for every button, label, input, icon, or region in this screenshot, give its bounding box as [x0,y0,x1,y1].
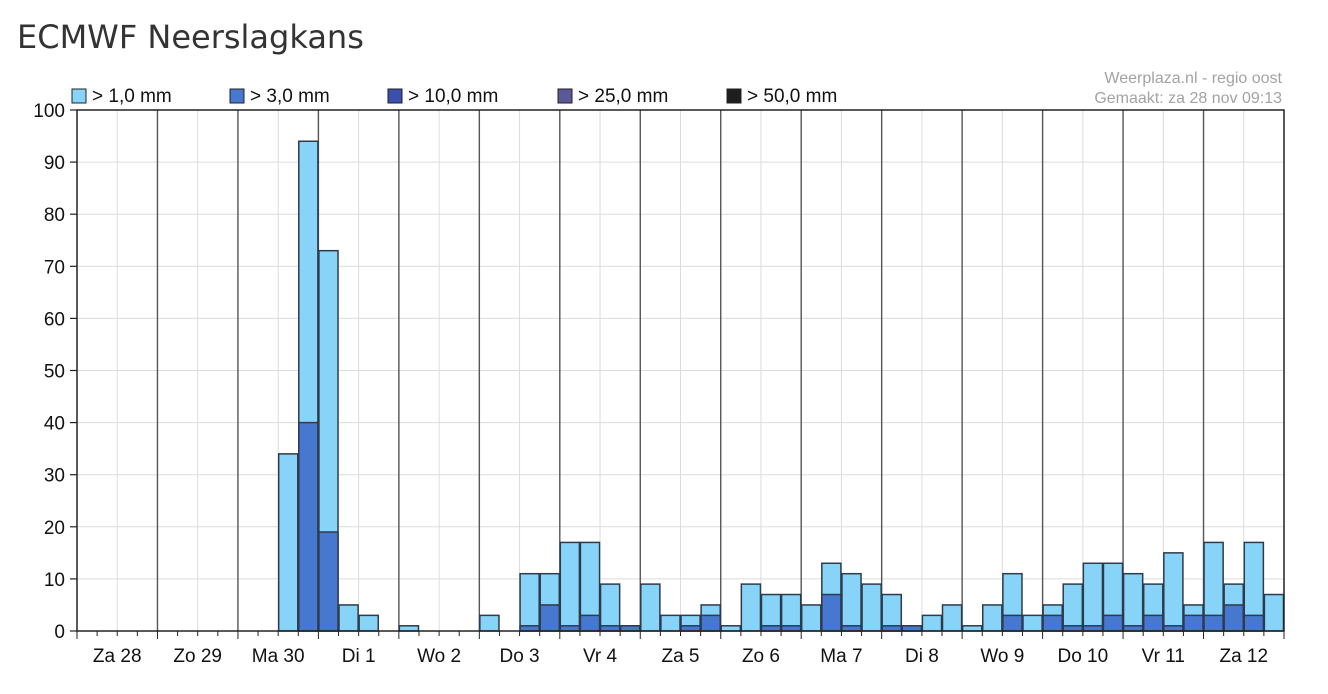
bar-2-40 [881,625,903,632]
x-day-label: Ma 30 [252,646,305,667]
bar-1-44 [961,625,983,632]
x-day-label: Vr 11 [1142,646,1185,667]
bar-1-16 [398,625,420,632]
bar-1-36 [800,604,822,632]
bar-1-33 [740,583,762,632]
y-tick-label: 40 [44,414,65,435]
bar-1-38 [841,572,862,632]
bar-2-54 [1163,625,1184,632]
bar-2-24 [559,625,581,632]
bar-1-54 [1163,552,1184,632]
bar-2-56 [1203,614,1224,632]
bar-2-58 [1243,614,1265,632]
bar-1-24 [559,541,581,632]
legend: > 1,0 mm > 3,0 mm > 10,0 mm > 25,0 mm > 50,0… [71,86,837,107]
bar-1-50 [1082,562,1104,632]
y-tick-label: 80 [44,205,65,226]
y-tick-label: 60 [44,309,65,330]
y-tick-label: 0 [54,622,65,643]
credit-source: Weerplaza.nl - regio oost [1104,70,1282,87]
y-tick-label: 10 [44,570,65,591]
y-tick-label: 20 [44,518,65,539]
bar-2-37 [821,593,842,632]
bar-1-20 [479,614,500,632]
x-day-label: Vr 4 [583,646,618,667]
bar-2-26 [599,625,621,632]
credit-timestamp: Gemaakt: za 28 nov 09:13 [1094,90,1282,107]
x-day-label: Zo 29 [173,646,222,667]
x-day-label: Wo 2 [417,646,461,667]
legend-label: > 10,0 mm [408,86,498,107]
bar-1-43 [941,604,963,632]
x-day-label: Di 1 [342,646,376,667]
y-tick-label: 100 [33,101,65,122]
bar-2-22 [519,625,540,632]
bar-1-32 [720,625,742,632]
bar-2-25 [579,614,601,632]
x-day-label: Do 3 [499,646,539,667]
bar-1-52 [1122,572,1144,632]
legend-label: > 3,0 mm [250,86,330,107]
bar-1-28 [640,583,661,632]
legend-swatch [557,88,573,104]
bar-2-34 [760,625,782,632]
bar-2-35 [780,625,802,632]
bar-2-52 [1122,625,1144,632]
x-day-label: Za 12 [1219,646,1268,667]
bars [277,140,1285,632]
legend-label: > 50,0 mm [747,86,837,107]
bar-2-49 [1062,625,1084,632]
bar-2-41 [901,625,923,632]
bar-2-30 [680,625,701,632]
legend-swatch [726,88,742,104]
bar-2-11 [298,421,319,632]
bar-1-14 [358,614,379,632]
bar-2-48 [1042,614,1063,632]
grid [77,109,1284,631]
legend-swatch [229,88,245,104]
bar-2-38 [841,625,862,632]
bar-1-45 [982,604,1003,632]
y-tick-label: 90 [44,153,65,174]
bar-2-23 [539,604,561,632]
bar-2-51 [1102,614,1124,632]
bar-1-10 [277,453,299,632]
x-day-label: Za 5 [661,646,699,667]
legend-swatch [387,88,403,104]
legend-label: > 25,0 mm [578,86,668,107]
y-tick-label: 70 [44,257,65,278]
bar-1-26 [599,583,621,632]
x-day-label: Za 28 [93,646,142,667]
bar-2-55 [1183,614,1204,632]
bar-1-42 [921,614,943,632]
bar-1-39 [861,583,882,632]
bar-2-27 [619,625,641,632]
bar-2-31 [700,614,721,632]
bar-2-12 [318,531,339,632]
bar-2-46 [1002,614,1023,632]
legend-label: > 1,0 mm [92,86,172,107]
bar-1-47 [1022,614,1043,632]
bar-1-49 [1062,583,1084,632]
bar-1-29 [660,614,681,632]
x-day-label: Zo 6 [742,646,780,667]
x-day-label: Do 10 [1057,646,1108,667]
y-tick-label: 50 [44,362,65,383]
x-day-label: Wo 9 [980,646,1024,667]
x-day-label: Ma 7 [820,646,862,667]
bar-1-22 [519,572,540,632]
y-tick-label: 30 [44,466,65,487]
bar-1-13 [338,604,359,632]
bar-2-50 [1082,625,1104,632]
page-title: ECMWF Neerslagkans [17,18,364,56]
axes: 0 10 20 30 40 50 60 70 80 90 100 Za 28 Zo 29 Ma 30 Di … [33,101,1285,667]
bar-1-59 [1263,593,1285,632]
legend-swatch [71,88,87,104]
bar-2-57 [1223,604,1245,632]
bar-2-53 [1142,614,1164,632]
x-day-label: Di 8 [905,646,939,667]
